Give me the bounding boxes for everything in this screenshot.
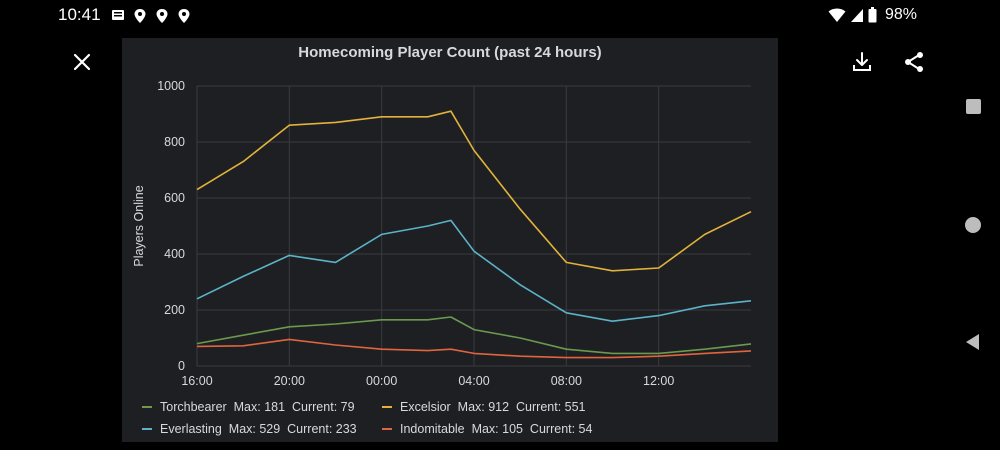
x-tick-label: 04:00: [458, 374, 489, 388]
close-button[interactable]: [70, 50, 94, 74]
back-button[interactable]: [963, 333, 983, 351]
download-button[interactable]: [850, 50, 874, 74]
location-pin-icon: [156, 9, 168, 23]
signal-icon: [850, 9, 863, 22]
y-tick-label: 800: [164, 135, 185, 149]
legend-swatch: [142, 406, 152, 408]
home-button[interactable]: [965, 217, 981, 233]
x-tick-label: 12:00: [643, 374, 674, 388]
legend-text: Torchbearer Max: 181 Current: 79: [160, 400, 355, 414]
legend-swatch: [382, 406, 392, 408]
y-axis-label: Players Online: [132, 185, 146, 266]
battery-icon: [868, 7, 877, 23]
share-button[interactable]: [902, 50, 926, 74]
legend-item-everlasting[interactable]: Everlasting Max: 529 Current: 233: [142, 422, 357, 436]
legend-swatch: [382, 428, 392, 430]
y-tick-label: 1000: [157, 79, 185, 93]
x-tick-label: 00:00: [366, 374, 397, 388]
legend-item-indomitable[interactable]: Indomitable Max: 105 Current: 54: [382, 422, 592, 436]
close-icon: [73, 53, 91, 71]
recents-button[interactable]: [966, 99, 981, 114]
y-tick-label: 0: [178, 359, 185, 373]
news-icon: [112, 10, 124, 20]
legend-text: Excelsior Max: 912 Current: 551: [400, 400, 586, 414]
series-line-everlasting: [196, 219, 752, 323]
series-line-excelsior: [196, 110, 752, 272]
line-chart: 0 200 400 600 800 1000 16:00 20:00 00:00 04:00 08:…: [132, 79, 752, 388]
status-bar: 10:41 98%: [0, 0, 1000, 32]
chart-title: Homecoming Player Count (past 24 hours): [298, 44, 602, 61]
clock-time: 10:41: [58, 5, 101, 24]
back-triangle-icon: [966, 334, 979, 350]
y-tick-label: 200: [164, 303, 185, 317]
download-icon: [853, 52, 871, 71]
legend-swatch: [142, 428, 152, 430]
x-tick-label: 08:00: [551, 374, 582, 388]
x-tick-label: 20:00: [274, 374, 305, 388]
x-tick-label: 16:00: [181, 374, 212, 388]
location-pin-icon: [134, 9, 146, 23]
legend-item-excelsior[interactable]: Excelsior Max: 912 Current: 551: [382, 400, 586, 414]
series-line-indomitable: [196, 338, 752, 359]
system-status: 98%: [828, 6, 917, 24]
y-tick-label: 600: [164, 191, 185, 205]
legend-text: Indomitable Max: 105 Current: 54: [400, 422, 593, 436]
legend-item-torchbearer[interactable]: Torchbearer Max: 181 Current: 79: [142, 400, 355, 414]
series-line-torchbearer: [196, 316, 752, 355]
battery-percent: 98%: [884, 6, 917, 23]
notification-icons: [111, 8, 191, 24]
location-pin-icon: [178, 9, 190, 23]
legend-text: Everlasting Max: 529 Current: 233: [160, 422, 357, 436]
y-tick-label: 400: [164, 247, 185, 261]
chart-panel: 0 200 400 600 800 1000 16:00 20:00 00:00 04:00 08:…: [122, 38, 778, 442]
wifi-icon: [828, 8, 846, 22]
share-icon: [905, 52, 923, 72]
